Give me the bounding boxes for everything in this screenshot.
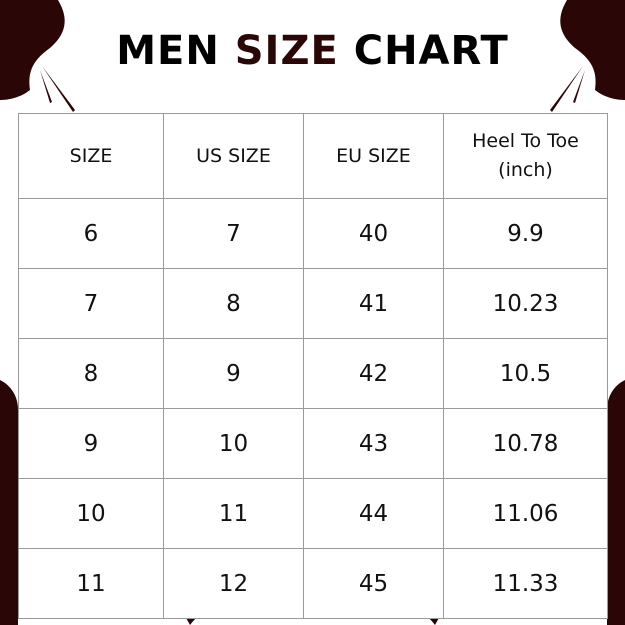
table-row: 7 8 41 10.23: [18, 268, 608, 339]
header-us-size: US SIZE: [163, 113, 304, 199]
table-row: 8 9 42 10.5: [18, 338, 608, 409]
cell-eu-size: 43: [303, 408, 444, 479]
cell-heel-to-toe: 10.78: [443, 408, 608, 479]
cell-size: 9: [18, 408, 164, 479]
header-size: SIZE: [18, 113, 164, 199]
cell-heel-to-toe: 10.5: [443, 338, 608, 409]
header-eu-size: EU SIZE: [303, 113, 444, 199]
accent-lines-right: [550, 66, 585, 112]
cell-size: 7: [18, 268, 164, 339]
size-chart-table: SIZE US SIZE EU SIZE Heel To Toe (inch) …: [18, 113, 608, 619]
cell-heel-to-toe: 11.33: [443, 548, 608, 619]
cell-us-size: 9: [163, 338, 304, 409]
header-row: SIZE US SIZE EU SIZE Heel To Toe (inch): [18, 113, 608, 199]
table-row: 6 7 40 9.9: [18, 198, 608, 269]
page-title: MEN SIZE CHART: [0, 28, 625, 74]
cell-size: 11: [18, 548, 164, 619]
cell-size: 6: [18, 198, 164, 269]
cell-eu-size: 44: [303, 478, 444, 549]
cell-heel-to-toe: 10.23: [443, 268, 608, 339]
side-shape-right: [607, 380, 625, 625]
cell-us-size: 8: [163, 268, 304, 339]
corner-shape-top-left: [0, 0, 65, 100]
cell-us-size: 10: [163, 408, 304, 479]
cell-us-size: 11: [163, 478, 304, 549]
table-row: 11 12 45 11.33: [18, 548, 608, 619]
table-row: 10 11 44 11.06: [18, 478, 608, 549]
cell-size: 10: [18, 478, 164, 549]
title-chart: CHART: [353, 28, 509, 74]
corner-shape-top-right: [560, 0, 625, 100]
cell-heel-to-toe: 9.9: [443, 198, 608, 269]
cell-size: 8: [18, 338, 164, 409]
cell-heel-to-toe: 11.06: [443, 478, 608, 549]
cell-eu-size: 40: [303, 198, 444, 269]
cell-us-size: 12: [163, 548, 304, 619]
title-size: SIZE: [234, 28, 339, 74]
accent-lines-left: [40, 66, 75, 112]
header-heel-to-toe: Heel To Toe (inch): [443, 113, 608, 199]
side-shape-left: [0, 380, 18, 625]
cell-eu-size: 45: [303, 548, 444, 619]
cell-us-size: 7: [163, 198, 304, 269]
table-row: 9 10 43 10.78: [18, 408, 608, 479]
cell-eu-size: 41: [303, 268, 444, 339]
cell-eu-size: 42: [303, 338, 444, 409]
title-men: MEN: [116, 28, 220, 74]
